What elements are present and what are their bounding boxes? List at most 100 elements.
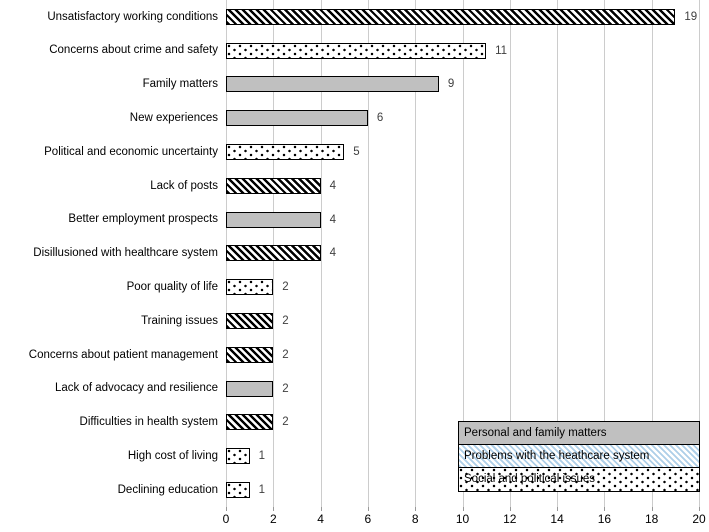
x-tick-label: 6 <box>364 512 372 526</box>
bar-track: 6 <box>226 110 699 127</box>
legend-item: Problems with the heathcare system <box>459 444 699 468</box>
value-label: 2 <box>282 416 289 429</box>
bar-track: 2 <box>226 313 699 330</box>
x-tick-label: 4 <box>317 512 324 526</box>
bar <box>226 448 250 465</box>
x-tick-label: 18 <box>645 512 659 526</box>
category-label: High cost of living <box>127 449 218 462</box>
x-tick-label: 2 <box>269 512 277 526</box>
category-label: New experiences <box>129 111 218 124</box>
value-label: 2 <box>282 281 289 294</box>
bar-track: 5 <box>226 144 699 161</box>
bar <box>226 414 274 431</box>
bar-rows: Unsatisfactory working conditions 19 Conce… <box>0 0 709 499</box>
chart-row: Political and economic uncertainty 5 <box>0 135 709 169</box>
legend-item: Social and political issues <box>459 467 699 491</box>
gridline <box>651 0 653 507</box>
bar-track: 1 <box>226 482 699 499</box>
category-label: Concerns about patient management <box>28 348 218 361</box>
gridline <box>415 0 417 507</box>
x-tick-label: 10 <box>455 512 470 526</box>
category-label: Difficulties in health system <box>79 416 218 429</box>
x-tick-label: 8 <box>411 512 419 526</box>
legend-item-label: Social and political issues <box>464 473 596 486</box>
bar <box>226 245 321 262</box>
tick-mark <box>557 507 559 511</box>
value-label: 1 <box>258 484 266 497</box>
bar <box>226 482 250 499</box>
chart-row: Better employment prospects 4 <box>0 203 709 237</box>
category-label: Unsatisfactory working conditions <box>47 10 218 23</box>
category-label: Lack of advocacy and resilience <box>54 382 218 395</box>
gridline <box>699 0 700 507</box>
bar <box>226 313 274 330</box>
x-axis-labels: 0 2 4 6 8 10 12 14 16 18 20 <box>223 512 706 528</box>
chart-row: Concerns about patient management 2 <box>0 338 709 372</box>
chart-row: Disillusioned with healthcare system 4 <box>0 237 709 271</box>
bar <box>226 211 321 228</box>
value-label: 11 <box>495 44 508 57</box>
chart-row: Concerns about crime and safety 11 <box>0 34 709 68</box>
bar-track: 2 <box>226 346 699 363</box>
bar <box>226 380 274 397</box>
value-label: 2 <box>282 348 289 361</box>
value-label: 4 <box>329 179 336 192</box>
category-label: Concerns about crime and safety <box>49 44 218 57</box>
tick-mark <box>604 507 606 511</box>
bar <box>226 110 368 127</box>
tick-mark <box>226 507 227 511</box>
bar <box>226 76 439 93</box>
category-label: Family matters <box>142 78 218 91</box>
value-label: 1 <box>258 450 266 463</box>
x-tick-label: 12 <box>503 512 517 526</box>
tick-mark <box>320 507 322 511</box>
category-label: Better employment prospects <box>68 213 218 226</box>
bar-track: 2 <box>226 414 699 431</box>
value-label: 2 <box>282 315 289 328</box>
category-label: Training issues <box>141 314 218 327</box>
chart-row: Lack of posts 4 <box>0 169 709 203</box>
x-tick-label: 0 <box>222 512 230 526</box>
value-label: 19 <box>684 10 698 23</box>
chart-row: Training issues 2 <box>0 304 709 338</box>
bar-track: 9 <box>226 76 699 93</box>
bar-track: 19 <box>226 8 699 25</box>
chart-row: Lack of advocacy and resilience 2 <box>0 372 709 406</box>
bar-track: 4 <box>226 245 699 262</box>
chart-row: New experiences 6 <box>0 101 709 135</box>
gridline <box>604 0 606 507</box>
gridline <box>462 0 464 507</box>
tick-mark <box>462 507 464 511</box>
x-tick-label: 16 <box>597 512 612 526</box>
bar-track: 4 <box>226 177 699 194</box>
tick-mark <box>651 507 653 511</box>
category-label: Poor quality of life <box>126 280 218 293</box>
gridline <box>509 0 511 507</box>
value-label: 5 <box>353 146 360 159</box>
legend: Personal and family matters Problems with… <box>458 421 700 492</box>
value-label: 9 <box>447 78 455 91</box>
gridline <box>320 0 322 507</box>
gridline <box>367 0 369 507</box>
gridline <box>557 0 559 507</box>
tick-mark <box>699 507 700 511</box>
bar-track: 11 <box>226 42 699 59</box>
bar <box>226 8 676 25</box>
x-tick-label: 20 <box>692 512 706 526</box>
bar <box>226 144 345 161</box>
chart-row: Unsatisfactory working conditions 19 <box>0 0 709 34</box>
category-label: Lack of posts <box>150 179 218 192</box>
category-label: Political and economic uncertainty <box>44 145 218 158</box>
bar-track: 4 <box>226 211 699 228</box>
chart-row: High cost of living 1 <box>0 439 709 473</box>
legend-item: Personal and family matters <box>459 422 699 445</box>
bar-track: 2 <box>226 380 699 397</box>
bar <box>226 177 321 194</box>
value-label: 4 <box>329 247 336 260</box>
x-axis-ticks <box>226 507 700 512</box>
tick-mark <box>509 507 511 511</box>
chart-row: Poor quality of life 2 <box>0 270 709 304</box>
bar-track: 1 <box>226 448 699 465</box>
tick-mark <box>415 507 417 511</box>
